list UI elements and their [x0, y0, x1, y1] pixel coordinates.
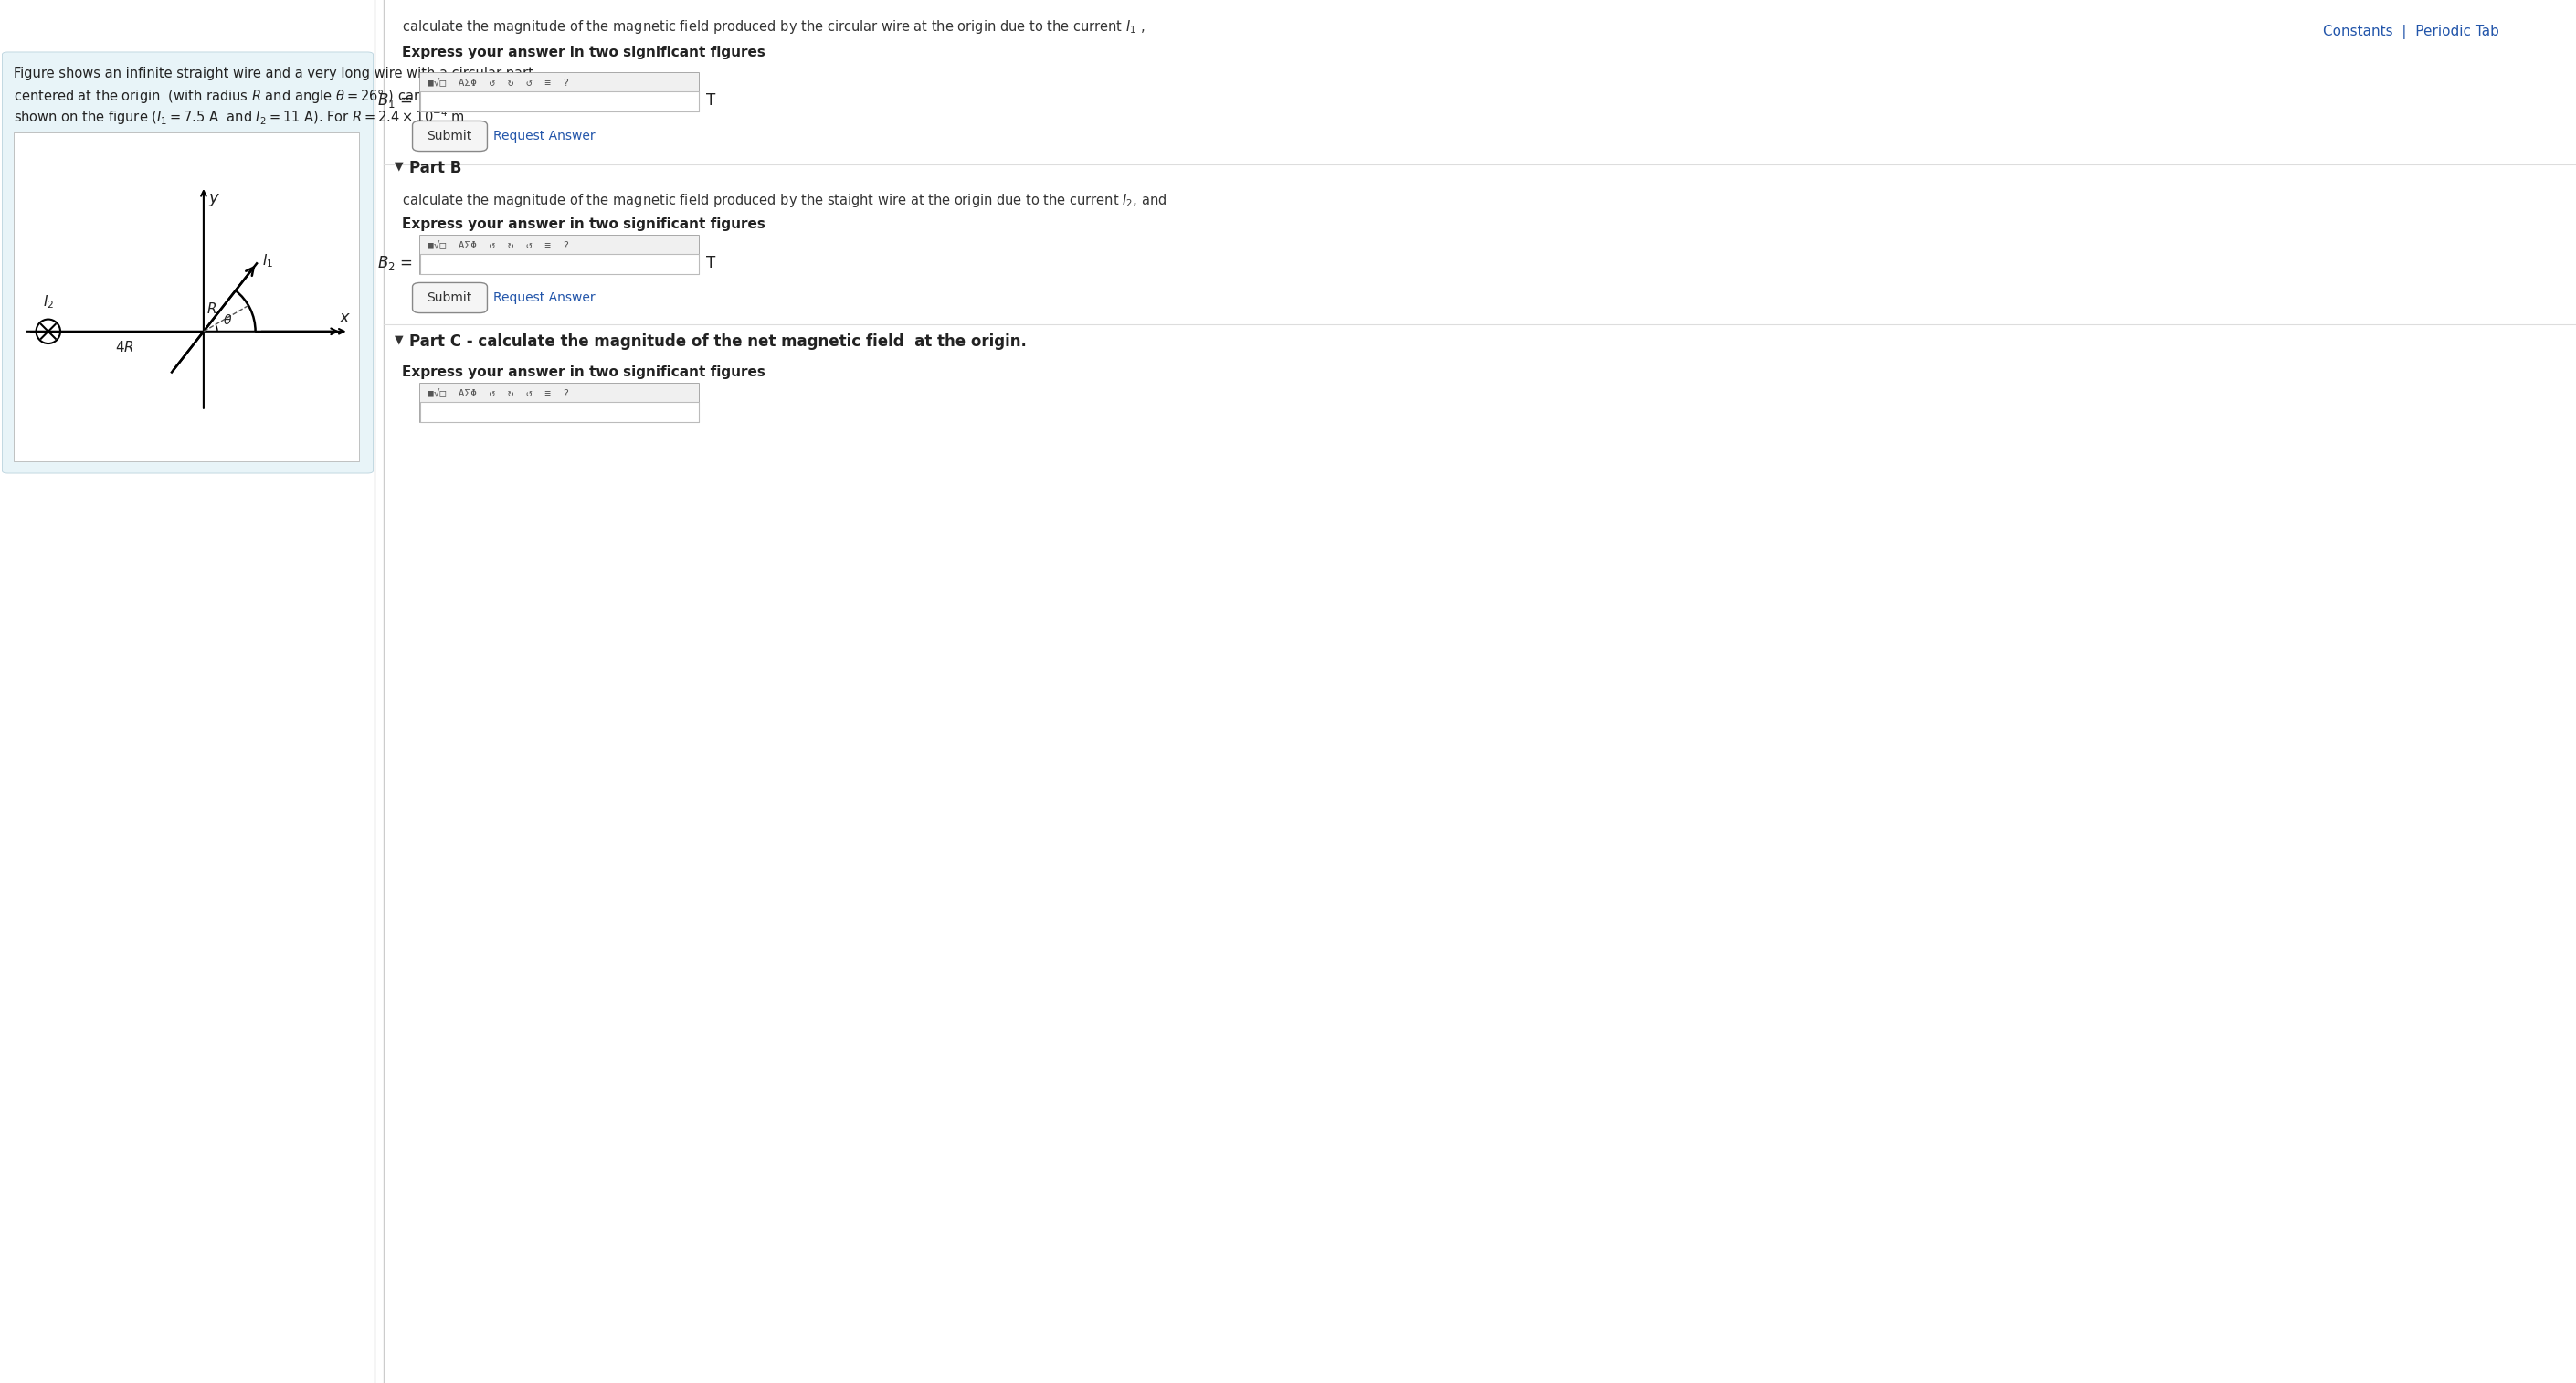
Text: calculate the magnitude of the magnetic field produced by the staight wire at th: calculate the magnitude of the magnetic … [402, 192, 1167, 209]
Text: Express your answer in two significant figures: Express your answer in two significant f… [402, 365, 765, 379]
Text: ▼: ▼ [394, 333, 404, 346]
Text: $\theta$: $\theta$ [222, 314, 232, 328]
Text: $I_2$: $I_2$ [44, 293, 54, 311]
FancyBboxPatch shape [420, 235, 698, 254]
FancyBboxPatch shape [420, 383, 698, 402]
Text: ■√□  ΑΣΦ  ↺  ↻  ↺  ≡  ?: ■√□ ΑΣΦ ↺ ↻ ↺ ≡ ? [428, 389, 569, 397]
FancyBboxPatch shape [420, 235, 698, 274]
Text: Request Answer: Request Answer [492, 292, 595, 304]
Text: $B_1$ =: $B_1$ = [379, 91, 412, 109]
Text: Submit: Submit [428, 130, 471, 142]
Text: centered at the origin  (with radius $R$ and angle $\theta = 26°$ ) carrying cur: centered at the origin (with radius $R$ … [13, 87, 533, 105]
Text: ▼: ▼ [394, 160, 404, 171]
FancyBboxPatch shape [412, 282, 487, 313]
FancyBboxPatch shape [420, 402, 698, 422]
Text: Constants  |  Periodic Tab: Constants | Periodic Tab [2324, 25, 2499, 40]
Text: ■√□  ΑΣΦ  ↺  ↻  ↺  ≡  ?: ■√□ ΑΣΦ ↺ ↻ ↺ ≡ ? [428, 77, 569, 87]
Text: ■√□  ΑΣΦ  ↺  ↻  ↺  ≡  ?: ■√□ ΑΣΦ ↺ ↻ ↺ ≡ ? [428, 241, 569, 249]
Text: Figure shows an infinite straight wire and a very long wire with a circular part: Figure shows an infinite straight wire a… [13, 66, 533, 80]
Text: Part C - calculate the magnitude of the net magnetic field  at the origin.: Part C - calculate the magnitude of the … [410, 333, 1028, 350]
FancyBboxPatch shape [412, 120, 487, 151]
Text: Submit: Submit [428, 292, 471, 304]
FancyBboxPatch shape [420, 73, 698, 91]
Text: Request Answer: Request Answer [492, 130, 595, 142]
FancyBboxPatch shape [13, 133, 358, 462]
FancyBboxPatch shape [3, 53, 374, 473]
FancyBboxPatch shape [420, 383, 698, 422]
FancyBboxPatch shape [420, 91, 698, 112]
Text: Part B: Part B [410, 160, 461, 176]
Text: T: T [706, 254, 716, 271]
Text: $R$: $R$ [206, 301, 216, 317]
Text: T: T [706, 93, 716, 109]
FancyBboxPatch shape [420, 73, 698, 112]
Text: $B_2$ =: $B_2$ = [379, 254, 412, 272]
Text: y: y [209, 189, 219, 206]
Text: shown on the figure ($I_1 = 7.5$ A  and $I_2 = 11$ A). For $R = 2.4 \times 10^{-: shown on the figure ($I_1 = 7.5$ A and $… [13, 106, 464, 127]
Text: Express your answer in two significant figures: Express your answer in two significant f… [402, 46, 765, 59]
Text: x: x [340, 310, 348, 326]
Text: $I_1$: $I_1$ [263, 252, 273, 270]
FancyBboxPatch shape [420, 254, 698, 274]
Text: calculate the magnitude of the magnetic field produced by the circular wire at t: calculate the magnitude of the magnetic … [402, 18, 1144, 36]
Text: Express your answer in two significant figures: Express your answer in two significant f… [402, 217, 765, 231]
Text: $4R$: $4R$ [116, 340, 134, 354]
